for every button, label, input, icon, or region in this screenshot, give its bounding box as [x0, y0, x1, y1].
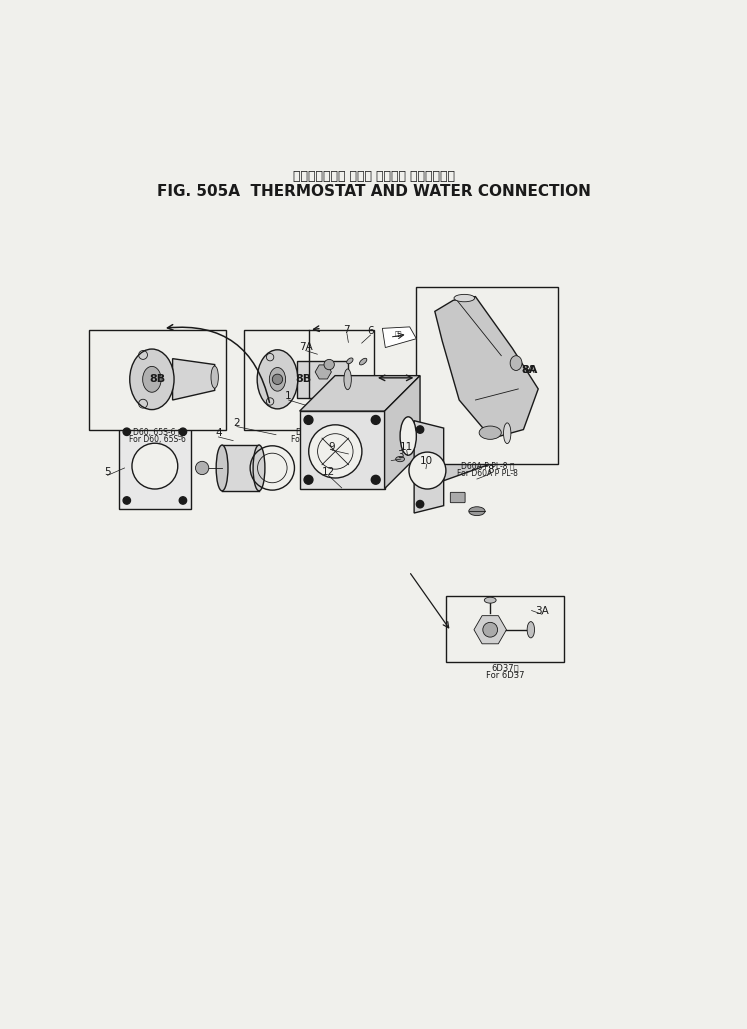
Ellipse shape	[479, 426, 501, 439]
Polygon shape	[315, 365, 332, 379]
Text: For 6D37: For 6D37	[486, 671, 524, 680]
Text: 8A: 8A	[521, 365, 538, 376]
Ellipse shape	[400, 417, 416, 455]
Polygon shape	[435, 296, 539, 438]
Text: 3A: 3A	[535, 605, 549, 615]
Circle shape	[416, 500, 424, 508]
Ellipse shape	[484, 597, 496, 603]
Polygon shape	[173, 359, 214, 400]
Ellipse shape	[253, 446, 265, 491]
Circle shape	[371, 475, 380, 485]
Polygon shape	[297, 361, 347, 398]
Text: 11: 11	[400, 441, 413, 452]
Text: 12: 12	[322, 467, 335, 476]
Polygon shape	[385, 376, 420, 489]
Text: D60, 65S-6 用: D60, 65S-6 用	[133, 427, 182, 436]
Text: 8B: 8B	[295, 375, 311, 384]
Text: 8: 8	[487, 465, 494, 475]
Bar	[89, 330, 226, 429]
Ellipse shape	[527, 622, 535, 638]
Ellipse shape	[211, 366, 218, 388]
Polygon shape	[300, 412, 385, 489]
Text: 3: 3	[397, 451, 404, 460]
Ellipse shape	[359, 358, 367, 365]
FancyBboxPatch shape	[450, 492, 465, 503]
Text: 5: 5	[105, 467, 111, 476]
Circle shape	[371, 416, 380, 424]
Ellipse shape	[216, 446, 228, 491]
Circle shape	[132, 443, 178, 489]
Ellipse shape	[469, 506, 485, 516]
Circle shape	[123, 428, 131, 435]
Circle shape	[409, 452, 446, 489]
Polygon shape	[119, 424, 191, 508]
Ellipse shape	[257, 350, 298, 409]
Text: 前方: 前方	[395, 331, 403, 338]
Ellipse shape	[347, 358, 353, 364]
Bar	[244, 330, 374, 429]
Text: 7: 7	[344, 325, 350, 334]
Ellipse shape	[270, 367, 285, 391]
Circle shape	[273, 375, 282, 385]
Circle shape	[196, 461, 208, 474]
Circle shape	[324, 359, 335, 369]
Text: 10: 10	[420, 456, 433, 465]
Circle shape	[304, 475, 313, 485]
Text: 6: 6	[368, 326, 374, 336]
Text: For D60, 65S-6: For D60, 65S-6	[129, 434, 186, 443]
Ellipse shape	[510, 356, 522, 370]
Ellipse shape	[396, 457, 405, 462]
Text: FIG. 505A  THERMOSTAT AND WATER CONNECTION: FIG. 505A THERMOSTAT AND WATER CONNECTIO…	[157, 184, 590, 200]
Polygon shape	[300, 376, 420, 412]
Circle shape	[123, 497, 131, 504]
Text: D60A P PL-8 用: D60A P PL-8 用	[460, 461, 514, 470]
Circle shape	[304, 416, 313, 424]
Circle shape	[483, 623, 498, 637]
Text: 4: 4	[215, 428, 222, 438]
Text: For D60A P PL-8: For D60A P PL-8	[457, 468, 518, 477]
Ellipse shape	[344, 369, 351, 390]
Text: 6D37用: 6D37用	[492, 663, 519, 672]
Ellipse shape	[130, 349, 174, 410]
Circle shape	[179, 497, 187, 504]
Bar	[446, 596, 564, 663]
Text: D75S 用: D75S 用	[296, 427, 323, 436]
Polygon shape	[474, 615, 506, 644]
Text: 8A: 8A	[521, 365, 535, 376]
Circle shape	[309, 425, 362, 478]
Text: For  D75S: For D75S	[291, 434, 328, 443]
Text: 9: 9	[329, 441, 335, 452]
Polygon shape	[444, 430, 510, 481]
Circle shape	[416, 426, 424, 433]
Text: 8B: 8B	[149, 375, 166, 384]
Polygon shape	[414, 421, 444, 513]
Text: サーモスタット および ウォータ コネクション: サーモスタット および ウォータ コネクション	[293, 171, 454, 183]
Text: 7A: 7A	[299, 342, 312, 352]
Ellipse shape	[454, 294, 474, 301]
Ellipse shape	[503, 423, 511, 443]
Polygon shape	[382, 327, 416, 348]
Text: 1: 1	[285, 391, 292, 401]
Circle shape	[179, 428, 187, 435]
Text: 2: 2	[234, 418, 240, 428]
Ellipse shape	[143, 366, 161, 392]
Bar	[416, 287, 558, 464]
